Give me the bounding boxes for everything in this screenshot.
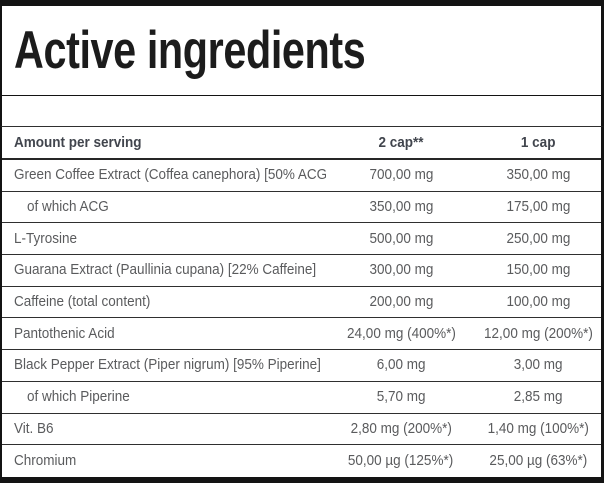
amount-1cap-cell: 2,85 mg — [476, 388, 601, 406]
page-title: Active ingredients — [14, 21, 366, 80]
table-row: Black Pepper Extract (Piper nigrum) [95%… — [2, 350, 601, 382]
amount-2cap-cell: 24,00 mg (400%*) — [326, 325, 476, 343]
ingredient-cell: Green Coffee Extract (Coffea canephora) … — [2, 166, 326, 184]
top-bar-divider — [0, 0, 604, 6]
table-row: Chromium 50,00 µg (125%*) 25,00 µg (63%*… — [2, 445, 601, 477]
bottom-bar-divider — [0, 476, 604, 483]
ingredient-cell: L-Tyrosine — [2, 230, 326, 248]
ingredient-cell: of which ACG — [2, 198, 326, 216]
ingredient-cell: Black Pepper Extract (Piper nigrum) [95%… — [2, 356, 326, 374]
ingredient-name: Caffeine (total content) — [14, 293, 151, 311]
header-cell-2cap: 2 cap** — [326, 134, 476, 152]
column-header-1cap: 1 cap — [521, 133, 556, 151]
amount-1cap-cell: 1,40 mg (100%*) — [476, 420, 601, 438]
ingredient-cell: Caffeine (total content) — [2, 293, 326, 311]
amount-2cap-cell: 50,00 µg (125%*) — [326, 452, 476, 470]
header-cell-amount: Amount per serving — [2, 134, 326, 152]
ingredient-name: Green Coffee Extract (Coffea canephora) … — [14, 166, 326, 184]
amount-1cap-cell: 175,00 mg — [476, 198, 601, 216]
amount-1cap: 175,00 mg — [506, 198, 571, 216]
amount-1cap-cell: 12,00 mg (200%*) — [476, 325, 601, 343]
amount-2cap-cell: 300,00 mg — [326, 261, 476, 279]
amount-2cap-cell: 2,80 mg (200%*) — [326, 420, 476, 438]
amount-2cap: 5,70 mg — [376, 388, 426, 406]
amount-2cap-cell: 200,00 mg — [326, 293, 476, 311]
amount-1cap-cell: 25,00 µg (63%*) — [476, 452, 601, 470]
amount-2cap-cell: 350,00 mg — [326, 198, 476, 216]
amount-1cap: 25,00 µg (63%*) — [489, 452, 588, 470]
ingredient-cell: Pantothenic Acid — [2, 325, 326, 343]
table-row: Caffeine (total content) 200,00 mg 100,0… — [2, 287, 601, 319]
ingredient-cell: Vit. B6 — [2, 420, 326, 438]
ingredient-name: Guarana Extract (Paullinia cupana) [22% … — [14, 261, 317, 279]
amount-2cap: 350,00 mg — [369, 198, 433, 216]
ingredient-name: Pantothenic Acid — [14, 324, 115, 342]
amount-2cap: 700,00 mg — [369, 166, 433, 184]
amount-2cap: 2,80 mg (200%*) — [350, 419, 452, 437]
column-header-2cap: 2 cap** — [378, 133, 424, 151]
amount-2cap-cell: 5,70 mg — [326, 388, 476, 406]
amount-2cap: 200,00 mg — [369, 293, 433, 311]
table-row: Pantothenic Acid 24,00 mg (400%*) 12,00 … — [2, 318, 601, 351]
amount-1cap: 100,00 mg — [506, 293, 571, 311]
ingredient-name: of which Piperine — [27, 388, 130, 406]
ingredient-name: Vit. B6 — [14, 419, 54, 437]
amount-2cap-cell: 6,00 mg — [326, 356, 476, 374]
panel-header: Active ingredients — [0, 6, 604, 96]
spacer-row — [0, 96, 604, 127]
header-cell-1cap: 1 cap — [476, 134, 601, 152]
amount-2cap: 50,00 µg (125%*) — [348, 452, 454, 470]
ingredient-cell: Guarana Extract (Paullinia cupana) [22% … — [2, 261, 326, 279]
amount-1cap-cell: 250,00 mg — [476, 230, 601, 248]
amount-1cap: 1,40 mg (100%*) — [487, 419, 590, 437]
table-row: Vit. B6 2,80 mg (200%*) 1,40 mg (100%*) — [2, 414, 601, 446]
amount-1cap: 150,00 mg — [506, 261, 571, 279]
amount-1cap: 250,00 mg — [506, 229, 571, 247]
amount-2cap: 300,00 mg — [369, 261, 433, 279]
table-header-row: Amount per serving 2 cap** 1 cap — [2, 127, 601, 160]
table-row: Green Coffee Extract (Coffea canephora) … — [2, 160, 601, 192]
amount-1cap-cell: 3,00 mg — [476, 356, 601, 374]
amount-1cap: 350,00 mg — [506, 166, 571, 184]
amount-1cap: 3,00 mg — [514, 356, 563, 374]
amount-1cap-cell: 100,00 mg — [476, 293, 601, 311]
ingredient-name: L-Tyrosine — [14, 229, 78, 247]
table-row: L-Tyrosine 500,00 mg 250,00 mg — [2, 223, 601, 256]
table-row: Guarana Extract (Paullinia cupana) [22% … — [2, 255, 601, 287]
amount-1cap-cell: 350,00 mg — [476, 166, 601, 184]
table-row: of which ACG 350,00 mg 175,00 mg — [2, 192, 601, 224]
amount-2cap: 6,00 mg — [376, 356, 426, 374]
column-header-amount-per-serving: Amount per serving — [14, 133, 142, 151]
ingredient-cell: Chromium — [2, 452, 326, 470]
ingredient-name: Black Pepper Extract (Piper nigrum) [95%… — [14, 356, 321, 374]
table-row: of which Piperine 5,70 mg 2,85 mg — [2, 382, 601, 414]
amount-2cap: 500,00 mg — [369, 229, 433, 247]
amount-1cap-cell: 150,00 mg — [476, 261, 601, 279]
amount-2cap: 24,00 mg (400%*) — [346, 324, 456, 342]
table-body: Green Coffee Extract (Coffea canephora) … — [2, 160, 601, 477]
amount-1cap: 2,85 mg — [514, 388, 563, 406]
ingredient-name: of which ACG — [27, 198, 109, 216]
ingredients-table: Amount per serving 2 cap** 1 cap Green C… — [0, 127, 604, 477]
amount-2cap-cell: 700,00 mg — [326, 166, 476, 184]
amount-2cap-cell: 500,00 mg — [326, 230, 476, 248]
amount-1cap: 12,00 mg (200%*) — [484, 324, 593, 342]
ingredient-cell: of which Piperine — [2, 388, 326, 406]
ingredient-name: Chromium — [14, 452, 77, 470]
